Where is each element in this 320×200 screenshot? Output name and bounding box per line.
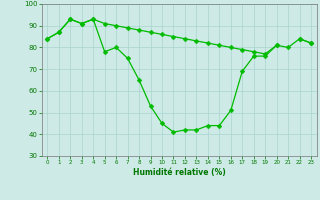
X-axis label: Humidité relative (%): Humidité relative (%) bbox=[133, 168, 226, 177]
